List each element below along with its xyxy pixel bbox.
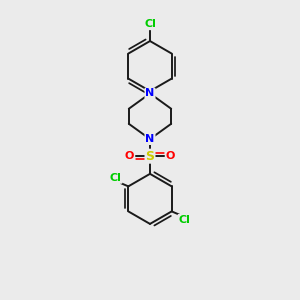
Text: S: S [146,150,154,163]
Text: Cl: Cl [178,215,190,225]
Text: O: O [166,151,175,161]
Text: N: N [146,88,154,98]
Text: O: O [125,151,134,161]
Text: N: N [146,134,154,144]
Text: Cl: Cl [110,173,122,183]
Text: Cl: Cl [144,19,156,29]
